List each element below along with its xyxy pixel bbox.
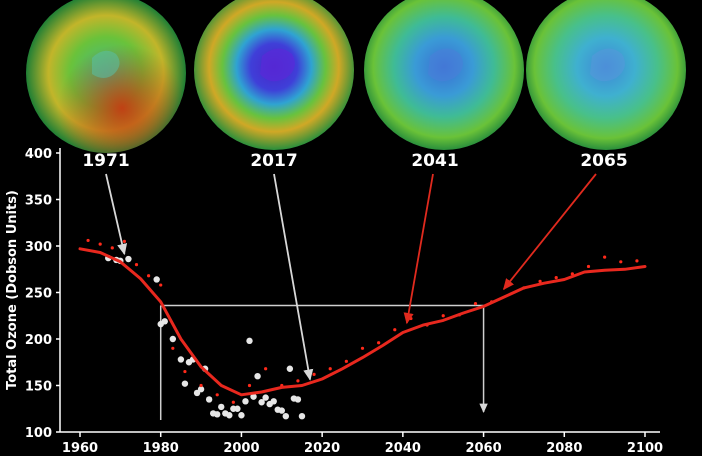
- globe-2065: [526, 0, 686, 150]
- callout-arrow: [502, 173, 597, 291]
- red-data-point: [377, 341, 381, 345]
- white-data-point: [218, 403, 225, 411]
- y-axis-title: Total Ozone (Dobson Units): [5, 190, 20, 390]
- trend-line: [78, 247, 647, 397]
- globe-year-label: 1971: [82, 151, 129, 171]
- red-data-point: [171, 346, 175, 350]
- white-data-point: [242, 398, 249, 405]
- red-data-point: [122, 239, 126, 243]
- x-tick-label: 2100: [627, 441, 663, 456]
- y-tick-label: 250: [25, 287, 52, 302]
- white-data-point: [238, 412, 245, 419]
- red-dot-series: [86, 238, 639, 404]
- white-data-point: [278, 407, 285, 414]
- white-data-point: [197, 386, 205, 393]
- x-ticks: 1960 1980 2000 2020 2040 2060 2080 2100: [62, 432, 663, 456]
- white-data-point: [250, 393, 257, 400]
- red-data-point: [134, 263, 139, 267]
- globe-1971: [26, 0, 186, 153]
- white-data-point: [161, 318, 168, 325]
- red-data-point: [360, 346, 365, 350]
- red-data-point: [86, 238, 90, 243]
- y-tick-label: 100: [25, 426, 52, 441]
- white-data-point: [205, 396, 213, 403]
- white-data-point: [258, 399, 265, 406]
- white-data-point: [262, 394, 269, 401]
- white-data-point: [246, 337, 253, 345]
- white-data-point: [153, 276, 160, 283]
- red-data-point: [441, 314, 445, 318]
- red-data-point: [586, 264, 591, 269]
- y-tick-label: 350: [25, 194, 52, 209]
- red-data-point: [312, 372, 316, 376]
- red-data-point: [159, 283, 163, 287]
- white-data-point: [282, 412, 290, 420]
- red-data-point: [393, 328, 397, 332]
- red-data-point: [183, 369, 187, 374]
- red-data-point: [409, 316, 413, 321]
- red-data-point: [199, 383, 203, 388]
- white-data-point: [270, 398, 277, 405]
- globe-2017: [194, 0, 354, 150]
- white-data-point: [181, 380, 189, 387]
- red-data-point: [110, 246, 114, 250]
- white-data-point: [294, 396, 302, 403]
- white-data-point: [125, 255, 132, 263]
- x-tick-label: 2000: [223, 441, 259, 456]
- x-tick-label: 1980: [143, 441, 179, 456]
- red-data-point: [328, 367, 332, 371]
- white-data-point: [177, 356, 185, 363]
- red-data-point: [603, 255, 607, 259]
- red-data-point: [473, 302, 478, 306]
- red-data-point: [247, 383, 252, 388]
- y-tick-label: 400: [25, 147, 52, 162]
- white-data-point: [193, 389, 201, 397]
- year-callouts: 1971 2017 2041 2065: [82, 151, 628, 381]
- white-data-point: [226, 412, 233, 419]
- red-data-point: [619, 260, 623, 264]
- red-data-point: [538, 279, 542, 283]
- red-data-point: [554, 276, 558, 280]
- y-tick-label: 150: [25, 380, 52, 395]
- globe-2041: [364, 0, 524, 150]
- x-tick-label: 2040: [385, 441, 421, 456]
- white-data-point: [286, 365, 294, 372]
- red-data-point: [296, 379, 300, 383]
- callout-arrow: [403, 173, 434, 325]
- red-data-point: [635, 259, 639, 263]
- white-data-point: [254, 373, 261, 380]
- red-data-point: [98, 242, 102, 246]
- x-tick-label: 2020: [304, 441, 340, 456]
- callout-arrow: [105, 173, 128, 256]
- red-data-point: [147, 274, 151, 278]
- white-data-point: [234, 405, 241, 412]
- x-tick-label: 2060: [465, 441, 501, 456]
- y-ticks: 100 150 200 250 300 350 400: [25, 147, 60, 441]
- x-tick-label: 1960: [62, 441, 98, 456]
- white-dot-series: [105, 254, 306, 420]
- white-data-point: [169, 335, 177, 343]
- globe-year-label: 2017: [250, 151, 297, 171]
- red-data-point: [264, 367, 268, 371]
- globe-year-label: 2041: [411, 151, 458, 171]
- y-tick-label: 300: [25, 240, 52, 255]
- y-tick-label: 200: [25, 333, 52, 348]
- red-data-point: [215, 393, 219, 397]
- red-data-point: [344, 359, 348, 363]
- x-tick-label: 2080: [546, 441, 582, 456]
- white-data-point: [298, 412, 306, 420]
- red-data-point: [231, 400, 235, 404]
- white-data-point: [214, 411, 221, 418]
- globe-year-label: 2065: [580, 151, 627, 171]
- callout-arrow: [273, 173, 314, 381]
